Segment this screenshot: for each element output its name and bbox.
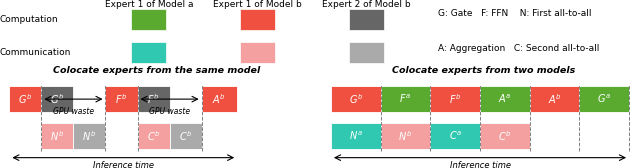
- Text: $C^b$: $C^b$: [147, 129, 160, 143]
- Text: $G^a$: $G^a$: [597, 93, 611, 105]
- Bar: [10, 86, 42, 112]
- Bar: [131, 9, 166, 30]
- Text: $C^b$: $C^b$: [498, 129, 511, 143]
- Text: A: Aggregation   C: Second all-to-all: A: Aggregation C: Second all-to-all: [438, 44, 600, 53]
- Bar: [74, 123, 106, 149]
- Text: $A^b$: $A^b$: [212, 92, 227, 106]
- Bar: [202, 86, 237, 112]
- Bar: [331, 123, 381, 149]
- Text: $F^b$: $F^b$: [449, 92, 461, 106]
- Text: $G^b$: $G^b$: [51, 92, 65, 106]
- Bar: [530, 86, 579, 112]
- Text: GPU waste: GPU waste: [53, 107, 94, 116]
- Bar: [480, 123, 530, 149]
- Bar: [579, 86, 629, 112]
- Text: Communication: Communication: [0, 48, 72, 57]
- Text: $G^b$: $G^b$: [349, 92, 363, 106]
- Bar: [381, 86, 430, 112]
- Text: Inference time: Inference time: [449, 161, 511, 168]
- Text: Expert 1 of Model b: Expert 1 of Model b: [213, 0, 302, 9]
- Bar: [106, 86, 138, 112]
- Bar: [42, 123, 74, 149]
- Bar: [240, 42, 275, 63]
- Text: $N^b$: $N^b$: [51, 129, 65, 143]
- Text: $A^b$: $A^b$: [548, 92, 561, 106]
- Text: $G^b$: $G^b$: [19, 92, 33, 106]
- Text: Expert 1 of Model a: Expert 1 of Model a: [104, 0, 193, 9]
- Text: $C^b$: $C^b$: [179, 129, 192, 143]
- Bar: [430, 123, 480, 149]
- Text: $A^a$: $A^a$: [498, 93, 511, 105]
- Bar: [349, 9, 384, 30]
- Bar: [480, 86, 530, 112]
- Bar: [331, 86, 381, 112]
- Text: Computation: Computation: [0, 15, 59, 24]
- Text: Colocate experts from the same model: Colocate experts from the same model: [53, 66, 260, 75]
- Bar: [42, 86, 74, 112]
- Bar: [240, 9, 275, 30]
- Text: $F^b$: $F^b$: [147, 92, 160, 106]
- Bar: [430, 86, 480, 112]
- Text: $N^b$: $N^b$: [83, 129, 97, 143]
- Text: $N^b$: $N^b$: [399, 129, 413, 143]
- Bar: [381, 123, 430, 149]
- Text: Expert 2 of Model b: Expert 2 of Model b: [322, 0, 411, 9]
- Bar: [131, 42, 166, 63]
- Text: $F^b$: $F^b$: [115, 92, 127, 106]
- Bar: [138, 123, 170, 149]
- Bar: [170, 123, 202, 149]
- Text: G: Gate   F: FFN    N: First all-to-all: G: Gate F: FFN N: First all-to-all: [438, 9, 592, 18]
- Text: GPU waste: GPU waste: [149, 107, 190, 116]
- Bar: [349, 42, 384, 63]
- Text: $F^a$: $F^a$: [399, 93, 412, 105]
- Text: $C^a$: $C^a$: [449, 130, 462, 142]
- Text: Inference time: Inference time: [93, 161, 154, 168]
- Bar: [138, 86, 170, 112]
- Text: $N^a$: $N^a$: [349, 130, 363, 142]
- Text: Colocate experts from two models: Colocate experts from two models: [392, 66, 575, 75]
